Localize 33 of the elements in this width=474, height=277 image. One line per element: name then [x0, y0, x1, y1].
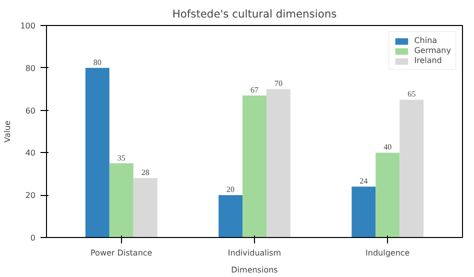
chart-title: Hofstede's cultural dimensions	[172, 8, 338, 20]
data-label: 80	[93, 58, 102, 67]
bar	[266, 89, 290, 238]
bar	[242, 95, 266, 238]
y-tick-label: 20	[25, 191, 36, 200]
data-label: 70	[274, 79, 282, 88]
bar	[218, 195, 243, 238]
data-label: 20	[226, 185, 235, 194]
x-tick-label: Power Distance	[90, 248, 152, 258]
bar	[133, 178, 158, 238]
y-tick-label: 0	[30, 234, 36, 242]
data-label: 67	[250, 85, 258, 94]
bar	[400, 100, 424, 238]
legend-label: Ireland	[414, 56, 442, 65]
bar	[109, 163, 134, 238]
data-label: 40	[384, 142, 392, 152]
bar	[352, 186, 376, 238]
x-axis-title: Dimensions	[231, 266, 278, 274]
y-tick-label: 40	[25, 148, 36, 158]
legend-label: China	[414, 36, 438, 45]
x-tick-label: Individualism	[228, 248, 282, 258]
data-label: 24	[360, 176, 368, 186]
data-label: 28	[141, 168, 150, 178]
y-tick-label: 100	[20, 22, 36, 30]
y-tick-label: 60	[25, 106, 36, 116]
legend-label: Germany	[414, 46, 451, 55]
data-label: 35	[117, 153, 126, 162]
bar	[376, 152, 400, 238]
bar	[85, 68, 110, 238]
y-axis-title: Value	[3, 120, 12, 142]
x-tick-label: Indulgence	[366, 248, 410, 258]
y-tick-label: 80	[25, 64, 36, 73]
data-label: 65	[408, 90, 416, 99]
